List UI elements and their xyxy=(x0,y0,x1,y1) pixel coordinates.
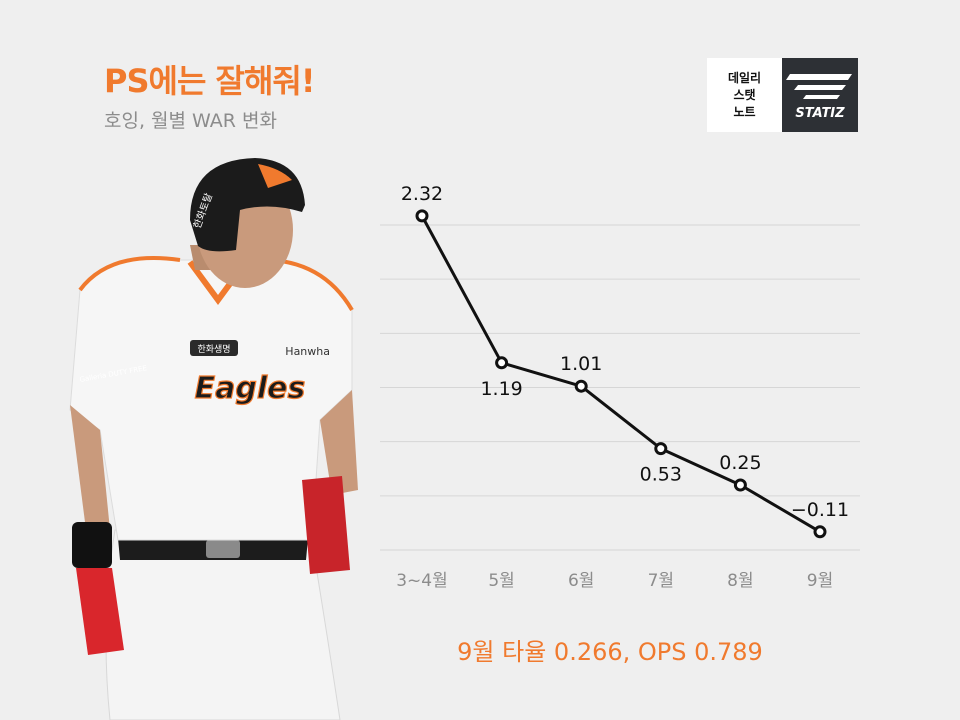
september-stats-note: 9월 타율 0.266, OPS 0.789 xyxy=(457,638,763,666)
logo-line-3: 노트 xyxy=(733,104,756,119)
player-photo: Eagles Hanwha 한화생명 한화토탈 Galleria DUTY FR… xyxy=(69,158,358,720)
data-labels: 2.32 1.19 1.01 0.53 0.25 −0.11 xyxy=(401,183,849,521)
speed-lines-icon xyxy=(786,74,852,99)
data-point xyxy=(654,442,668,456)
data-label: 0.53 xyxy=(640,464,682,486)
statiz-logo: 데일리 스탯 노트 STATIZ xyxy=(707,58,858,132)
data-label: 2.32 xyxy=(401,183,443,205)
data-label: 1.01 xyxy=(560,353,602,375)
jersey-script: Eagles xyxy=(195,371,306,406)
chart-gridlines xyxy=(380,224,860,551)
x-axis-ticks: 3~4월 5월 6월 7월 8월 9월 xyxy=(396,571,833,591)
data-label: 0.25 xyxy=(719,452,761,474)
jersey-chest-text: Hanwha xyxy=(285,345,330,358)
x-tick-label: 6월 xyxy=(568,571,594,591)
data-label: −0.11 xyxy=(791,499,849,521)
logo-brand-text: STATIZ xyxy=(795,106,845,121)
logo-daily-stat-note: 데일리 스탯 노트 xyxy=(707,58,782,132)
jersey-patch-text: 한화생명 xyxy=(197,344,230,355)
data-point xyxy=(415,209,429,223)
logo-statiz-mark: STATIZ xyxy=(782,58,858,132)
data-point xyxy=(574,379,588,393)
data-point xyxy=(813,525,827,539)
war-series-line xyxy=(420,215,821,534)
x-tick-label: 8월 xyxy=(727,571,753,591)
logo-line-2: 스탯 xyxy=(733,87,756,102)
batting-glove xyxy=(76,568,124,655)
logo-line-1: 데일리 xyxy=(727,70,762,85)
chart-series xyxy=(415,209,827,539)
x-tick-label: 5월 xyxy=(488,571,514,591)
page-title: PS에는 잘해줘! xyxy=(104,62,315,100)
x-tick-label: 7월 xyxy=(648,571,674,591)
x-tick-label: 3~4월 xyxy=(396,571,448,591)
data-point xyxy=(495,356,509,370)
data-point xyxy=(733,478,747,492)
x-tick-label: 9월 xyxy=(807,571,833,591)
data-label: 1.19 xyxy=(480,378,522,400)
page-subtitle: 호잉, 월별 WAR 변화 xyxy=(104,110,277,132)
